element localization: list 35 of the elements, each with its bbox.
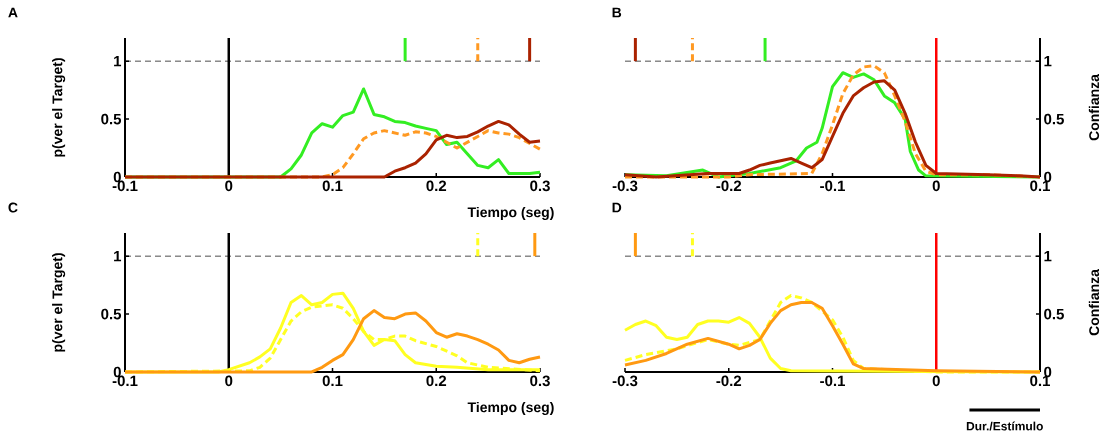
y2-tick-label: 1: [1044, 251, 1052, 262]
x-tick-label: 0: [932, 375, 940, 387]
x-tick-label: -0.1: [820, 375, 845, 387]
x-tick-label: 0.2: [426, 375, 447, 387]
y-tick-label: 0.5: [101, 308, 122, 320]
y-tick-label: 1: [114, 251, 122, 262]
chart-title: C: [8, 202, 18, 213]
x-tick-label: 0.2: [426, 180, 447, 192]
x-tick-label: -0.3: [612, 180, 638, 192]
x-tick-label: 0.3: [530, 375, 550, 387]
x-axis-title: Tiempo (seg): [467, 401, 554, 416]
x-tick-label: 0.1: [322, 375, 343, 387]
x-tick-label: 0.3: [530, 180, 550, 192]
chart-title: D: [612, 202, 622, 213]
x-tick-label: -0.2: [716, 375, 742, 387]
text: Dur./Estímulo: [966, 421, 1043, 431]
y2-axis-title: Confianza: [1088, 268, 1100, 336]
x-tick-label: -0.3: [612, 375, 638, 387]
text: A: [8, 7, 18, 18]
x-tick-label: 0: [932, 180, 940, 192]
y-axis-title: p(ver el Target): [52, 58, 66, 157]
x-tick-label: 0: [225, 180, 233, 192]
y-tick-label: 1: [114, 56, 122, 67]
y-tick-label: 0.5: [101, 113, 122, 125]
chart-title: B: [612, 7, 622, 18]
y-axis-title: p(ver el Target): [52, 253, 66, 352]
x-axis-title: Tiempo (seg): [467, 206, 554, 221]
x-tick-label: 0: [225, 375, 233, 387]
x-tick-label: -0.1: [820, 180, 845, 192]
y2-axis-title: Confianza: [1088, 73, 1100, 141]
y2-tick-label: 0.5: [1044, 113, 1064, 125]
y2-tick-label: 0.5: [1044, 308, 1064, 320]
x-tick-label: 0.1: [322, 180, 343, 192]
x-tick-label: -0.2: [716, 180, 742, 192]
y2-tick-label: 1: [1044, 56, 1052, 67]
